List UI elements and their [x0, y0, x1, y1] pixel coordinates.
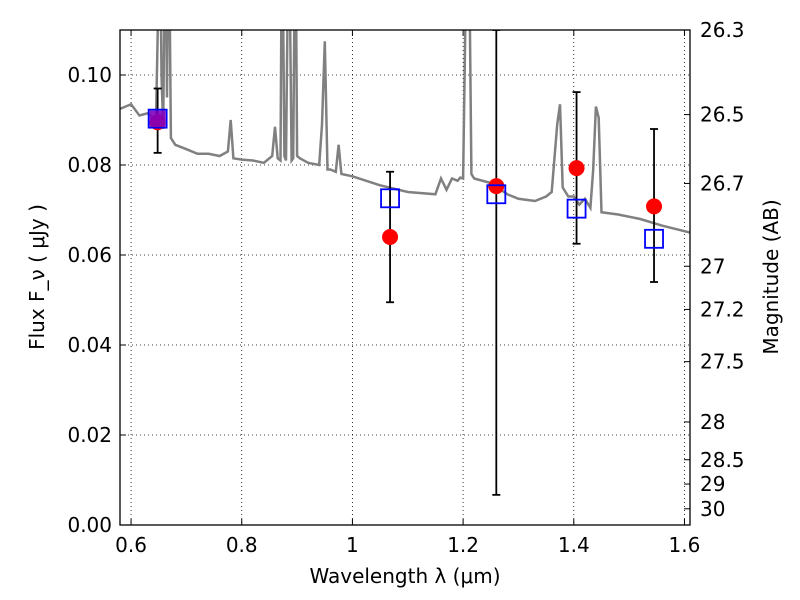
x-axis-ticks: 0.6 0.8 1 1.2 1.4 1.6: [115, 30, 700, 557]
plot-area: [120, 30, 690, 496]
y-tick-label: 0.06: [67, 243, 112, 267]
model-flux-square: [380, 188, 400, 209]
model-flux-square: [566, 198, 587, 219]
model-spectrum-line: [120, 30, 690, 234]
y2-tick-label: 29: [700, 472, 725, 496]
y2-tick-label: 27.2: [700, 297, 745, 321]
overlap-marker: [149, 110, 166, 127]
x-tick-label: 1.2: [447, 533, 479, 557]
model-flux-square: [147, 108, 168, 129]
x-tick-label: 1: [346, 533, 359, 557]
y-tick-label: 0.00: [67, 513, 112, 537]
grid-lines: [120, 30, 690, 526]
y-tick-label: 0.08: [67, 153, 112, 177]
observed-flux-point: [382, 229, 399, 245]
y2-tick-label: 26.3: [700, 18, 745, 42]
y-axis-ticks: 0.00 0.02 0.04 0.06 0.08 0.10: [67, 63, 126, 537]
error-bars: [153, 30, 659, 496]
y2-tick-label: 28: [700, 410, 725, 434]
observed-flux-point: [568, 160, 585, 177]
model-flux-squares: [147, 108, 664, 249]
y2-axis-label: Magnitude (AB): [759, 199, 783, 354]
observed-flux-points: [149, 114, 663, 245]
y2-tick-label: 26.7: [700, 171, 745, 195]
x-tick-label: 1.6: [669, 533, 701, 557]
y-tick-label: 0.04: [67, 333, 112, 357]
y2-tick-label: 28.5: [700, 448, 745, 472]
y2-tick-label: 26.5: [700, 103, 745, 127]
model-flux-square: [644, 228, 664, 249]
y2-tick-label: 30: [700, 497, 725, 521]
error-bar: [492, 30, 501, 496]
y-tick-label: 0.02: [67, 423, 112, 447]
x-tick-label: 1.4: [558, 533, 590, 557]
y-axis-label: Flux F_ν ( μJy ): [25, 204, 49, 350]
x-tick-label: 0.6: [115, 533, 147, 557]
x-axis-label: Wavelength λ (μm): [309, 564, 500, 588]
model-flux-square: [486, 184, 507, 205]
plot-frame: [119, 29, 691, 526]
y-tick-label: 0.10: [67, 63, 112, 87]
x-tick-label: 0.8: [226, 533, 258, 557]
observed-flux-point: [646, 198, 663, 215]
y2-tick-label: 27.5: [700, 350, 745, 374]
y2-tick-label: 27: [700, 254, 725, 278]
